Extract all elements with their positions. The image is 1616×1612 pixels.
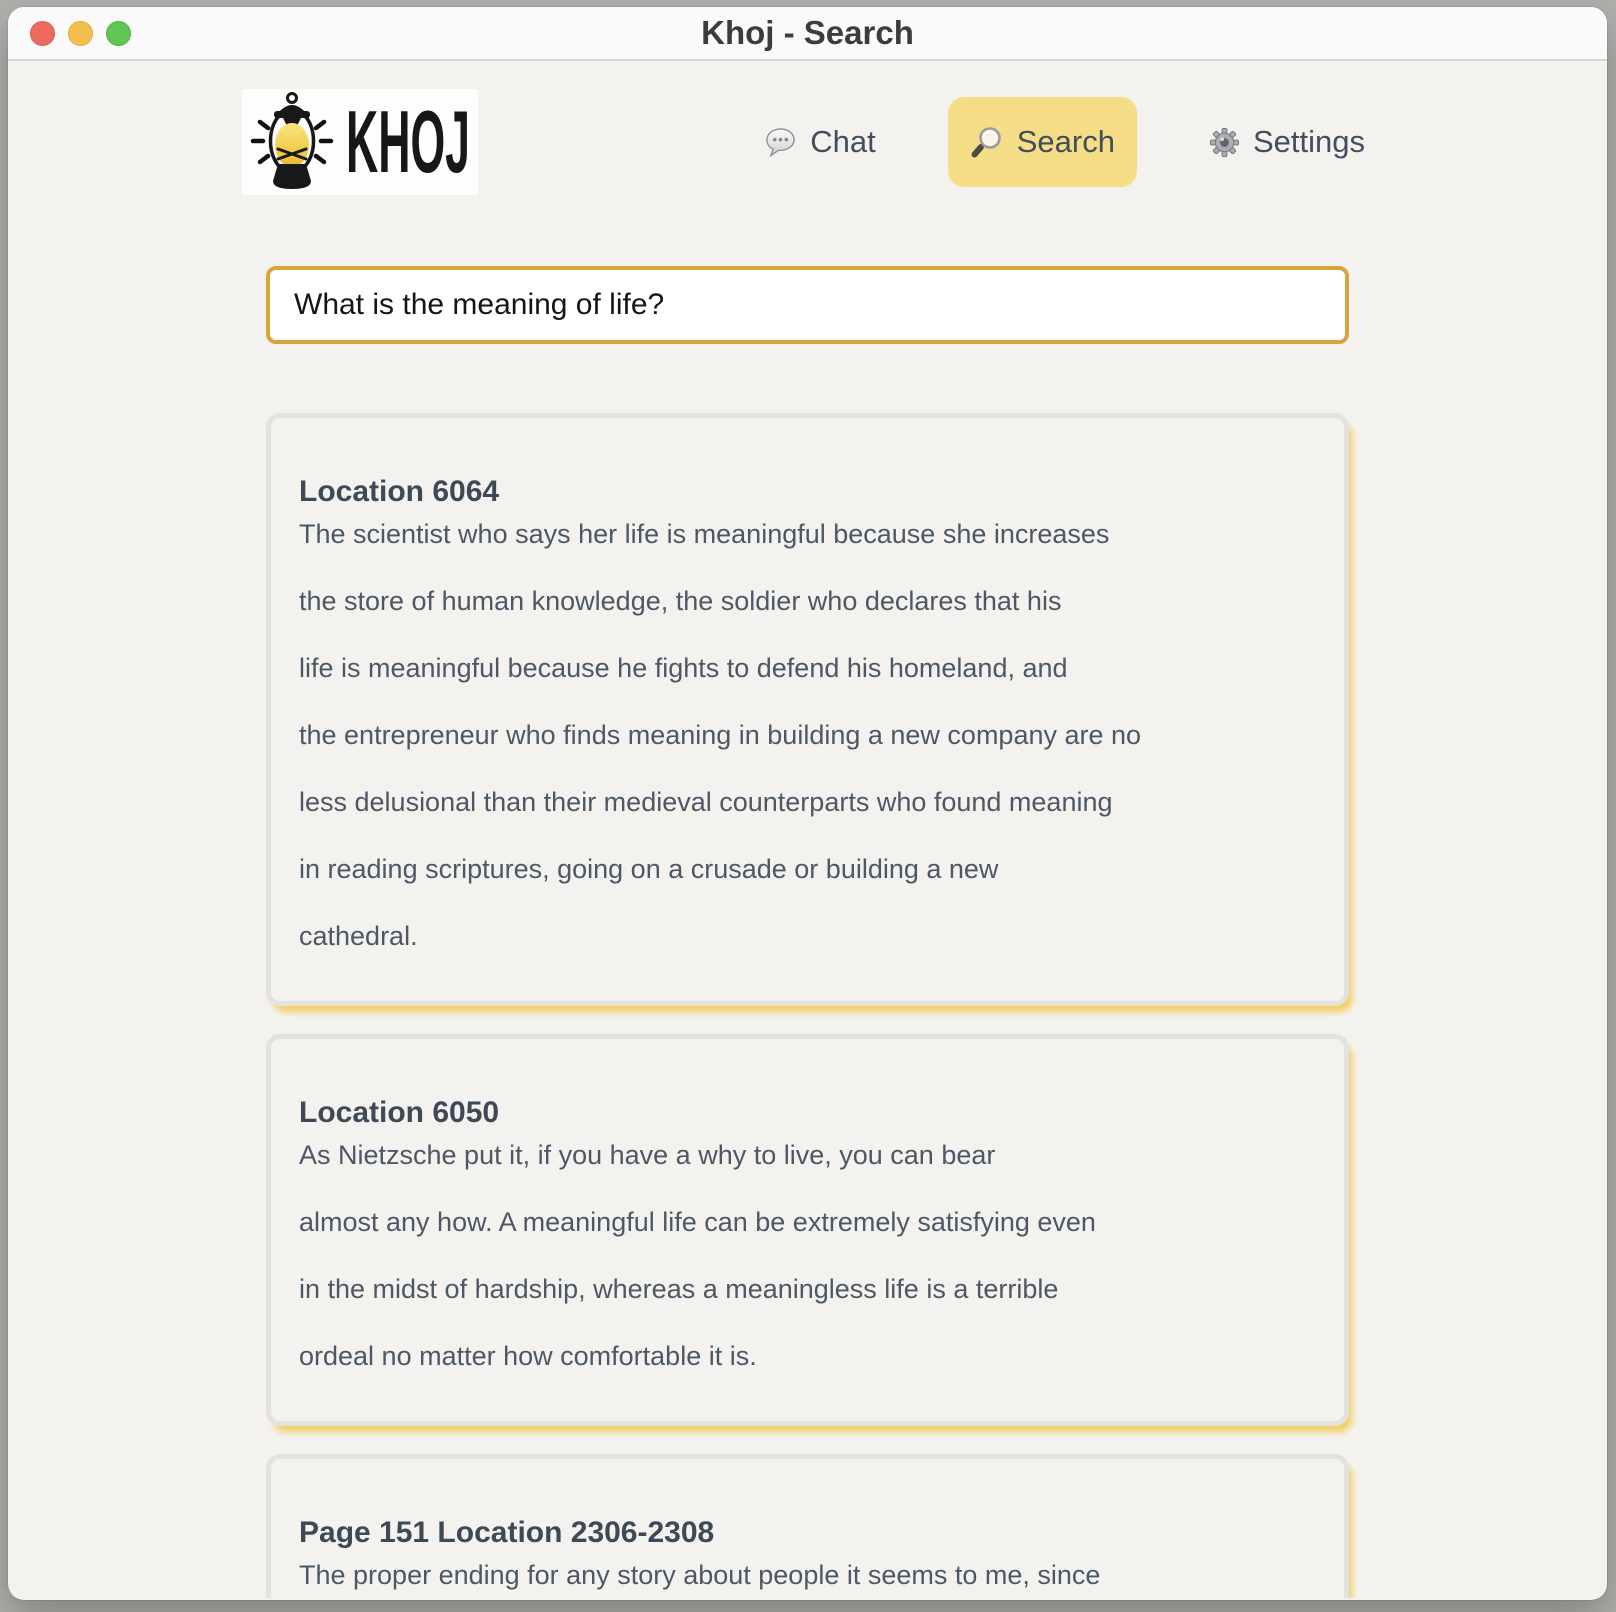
result-text-line: the store of human knowledge, the soldie… bbox=[299, 586, 1062, 616]
zoom-window-button[interactable] bbox=[106, 20, 131, 46]
close-window-button[interactable] bbox=[30, 20, 55, 46]
khoj-logo: KHOJ bbox=[242, 89, 478, 195]
result-text-line: ordeal no matter how comfortable it is. bbox=[299, 1341, 757, 1371]
magnifier-icon bbox=[970, 125, 1004, 159]
traffic-lights bbox=[30, 20, 131, 46]
result-text-line: almost any how. A meaningful life can be… bbox=[299, 1207, 1096, 1237]
window-title: Khoj - Search bbox=[701, 14, 914, 51]
nav-chat[interactable]: Chat bbox=[764, 97, 876, 187]
search-result-card[interactable]: Location 6050 As Nietzsche put it, if yo… bbox=[266, 1034, 1349, 1426]
result-text-line: The proper ending for any story about pe… bbox=[299, 1560, 1101, 1590]
gear-icon bbox=[1209, 127, 1240, 158]
minimize-window-button[interactable] bbox=[68, 20, 93, 46]
search-result-card[interactable]: Page 151 Location 2306-2308 The proper e… bbox=[266, 1454, 1349, 1598]
result-location-heading: Page 151 Location 2306-2308 bbox=[299, 1516, 715, 1549]
nav-chat-label: Chat bbox=[810, 124, 876, 159]
nav-search[interactable]: Search bbox=[947, 97, 1137, 187]
search-input[interactable] bbox=[266, 266, 1349, 344]
app-window: Khoj - Search bbox=[8, 7, 1607, 1600]
lantern-icon bbox=[250, 92, 334, 189]
result-snippet: The proper ending for any story about pe… bbox=[299, 1559, 1316, 1591]
result-text-line: cathedral. bbox=[299, 921, 418, 951]
result-text-line: the entrepreneur who finds meaning in bu… bbox=[299, 720, 1142, 750]
nav-search-label: Search bbox=[1016, 124, 1115, 159]
result-snippet: The scientist who says her life is meani… bbox=[299, 518, 1316, 952]
result-location-heading: Location 6064 bbox=[299, 475, 500, 508]
result-text-line: in reading scriptures, going on a crusad… bbox=[299, 854, 999, 884]
main-nav: Chat Search bbox=[764, 97, 1365, 187]
search-results: Location 6064 The scientist who says her… bbox=[266, 413, 1349, 1598]
result-text-line: less delusional than their medieval coun… bbox=[299, 787, 1113, 817]
result-snippet: As Nietzsche put it, if you have a why t… bbox=[299, 1139, 1316, 1372]
logo-wordmark: KHOJ bbox=[346, 92, 470, 191]
result-text-line: in the midst of hardship, whereas a mean… bbox=[299, 1274, 1059, 1304]
main-content: KHOJ bbox=[8, 61, 1607, 1598]
app-header: KHOJ bbox=[242, 89, 1365, 195]
result-text-line: As Nietzsche put it, if you have a why t… bbox=[299, 1140, 996, 1170]
chat-bubble-icon bbox=[764, 126, 797, 159]
result-location-heading: Location 6050 bbox=[299, 1096, 500, 1129]
window-titlebar: Khoj - Search bbox=[8, 7, 1607, 61]
nav-settings-label: Settings bbox=[1252, 124, 1365, 159]
result-text-line: The scientist who says her life is meani… bbox=[299, 519, 1110, 549]
nav-settings[interactable]: Settings bbox=[1209, 97, 1365, 187]
result-text-line: life is meaningful because he fights to … bbox=[299, 653, 1068, 683]
search-result-card[interactable]: Location 6064 The scientist who says her… bbox=[266, 413, 1349, 1006]
